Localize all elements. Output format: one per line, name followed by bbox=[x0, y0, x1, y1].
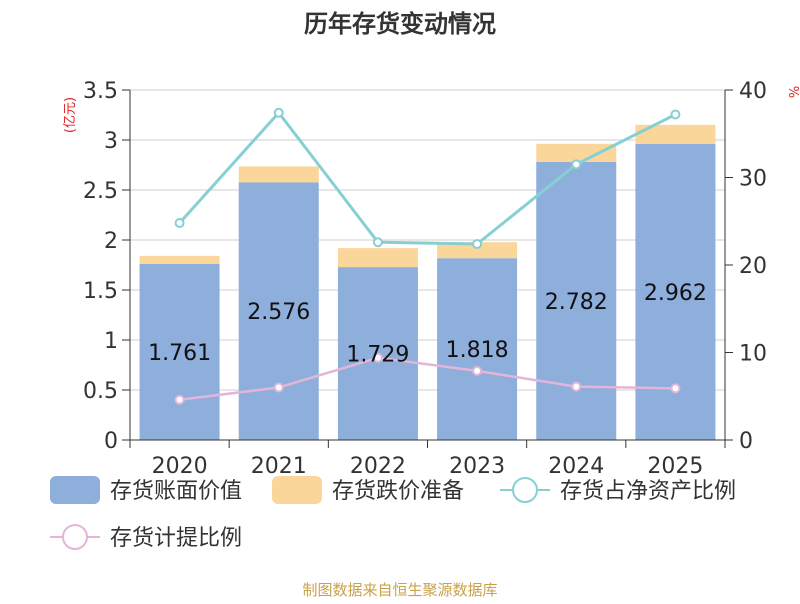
series-point bbox=[472, 365, 483, 376]
bar-provision bbox=[139, 255, 220, 264]
source-note: 制图数据来自恒生聚源数据库 bbox=[302, 581, 497, 599]
series-point bbox=[472, 239, 483, 249]
bar-book-value bbox=[238, 182, 319, 440]
left-tick-label: 3 bbox=[104, 129, 118, 154]
left-tick-label: 2 bbox=[104, 229, 118, 254]
bar-book-value bbox=[536, 161, 617, 441]
series-line bbox=[179, 356, 676, 401]
bar-provision bbox=[536, 143, 617, 162]
x-tick-label: 2021 bbox=[251, 454, 307, 479]
line-group bbox=[174, 107, 681, 405]
series-point bbox=[670, 109, 681, 120]
bar-value-label: 1.761 bbox=[148, 341, 211, 366]
bar-provision bbox=[337, 248, 418, 268]
legend-marker bbox=[512, 477, 538, 503]
right-tick-label: 20 bbox=[739, 254, 767, 279]
series-point bbox=[372, 352, 383, 363]
series-point bbox=[273, 107, 284, 118]
bar-value-label: 1.818 bbox=[446, 338, 509, 363]
series-point bbox=[571, 381, 582, 392]
left-tick-label: 0.5 bbox=[83, 379, 118, 404]
bar-value-label: 1.729 bbox=[346, 343, 409, 368]
bar-provision bbox=[437, 242, 518, 259]
grid-lines bbox=[130, 89, 725, 391]
bar-book-value bbox=[139, 263, 220, 440]
left-tick-label: 1 bbox=[104, 329, 118, 354]
bar-value-label: 2.962 bbox=[644, 281, 707, 306]
series-line bbox=[178, 110, 677, 246]
x-tick-label: 2022 bbox=[350, 454, 406, 479]
x-tick-label: 2023 bbox=[449, 454, 505, 479]
legend-label: 存货占净资产比例 bbox=[560, 479, 736, 504]
legend-marker bbox=[62, 524, 88, 550]
right-tick-label: 40 bbox=[739, 79, 767, 104]
legend-swatch bbox=[272, 476, 322, 504]
bar-value-label: 2.782 bbox=[545, 290, 608, 315]
bar-provision bbox=[238, 166, 319, 183]
series-point bbox=[670, 383, 681, 394]
series-point bbox=[571, 159, 582, 170]
left-tick-label: 0 bbox=[104, 429, 118, 454]
legend-swatch bbox=[50, 476, 100, 504]
axes: 0 0.5 1 1.5 2 2.5 3 3.5 0 10 20 30 40 2020 2021 2022 202… bbox=[83, 79, 767, 479]
left-axis-unit: (亿元) bbox=[63, 97, 78, 133]
right-axis-unit: % bbox=[788, 86, 800, 98]
series-point bbox=[174, 394, 185, 405]
left-tick-label: 3.5 bbox=[83, 79, 118, 104]
right-tick-label: 0 bbox=[739, 429, 753, 454]
legend-label: 存货跌价准备 bbox=[332, 479, 464, 504]
bar-group bbox=[139, 124, 716, 441]
bar-book-value bbox=[437, 258, 518, 440]
bar-provision bbox=[635, 124, 716, 144]
series-point bbox=[174, 218, 185, 228]
series-point bbox=[372, 237, 383, 248]
left-tick-label: 1.5 bbox=[83, 279, 118, 304]
x-tick-label: 2020 bbox=[152, 454, 208, 479]
bar-value-label: 2.576 bbox=[247, 300, 310, 325]
data-labels: 1.761 2.576 1.729 1.818 2.782 2.962 bbox=[148, 281, 707, 368]
chart-title: 历年存货变动情况 bbox=[304, 10, 496, 38]
series-point bbox=[273, 382, 284, 393]
x-tick-label: 2024 bbox=[548, 454, 604, 479]
left-tick-label: 2.5 bbox=[83, 179, 118, 204]
legend-label: 存货计提比例 bbox=[110, 526, 242, 551]
right-tick-label: 30 bbox=[739, 167, 767, 192]
x-tick-label: 2025 bbox=[647, 454, 703, 479]
legend-label: 存货账面价值 bbox=[110, 479, 242, 504]
right-tick-label: 10 bbox=[739, 342, 767, 367]
